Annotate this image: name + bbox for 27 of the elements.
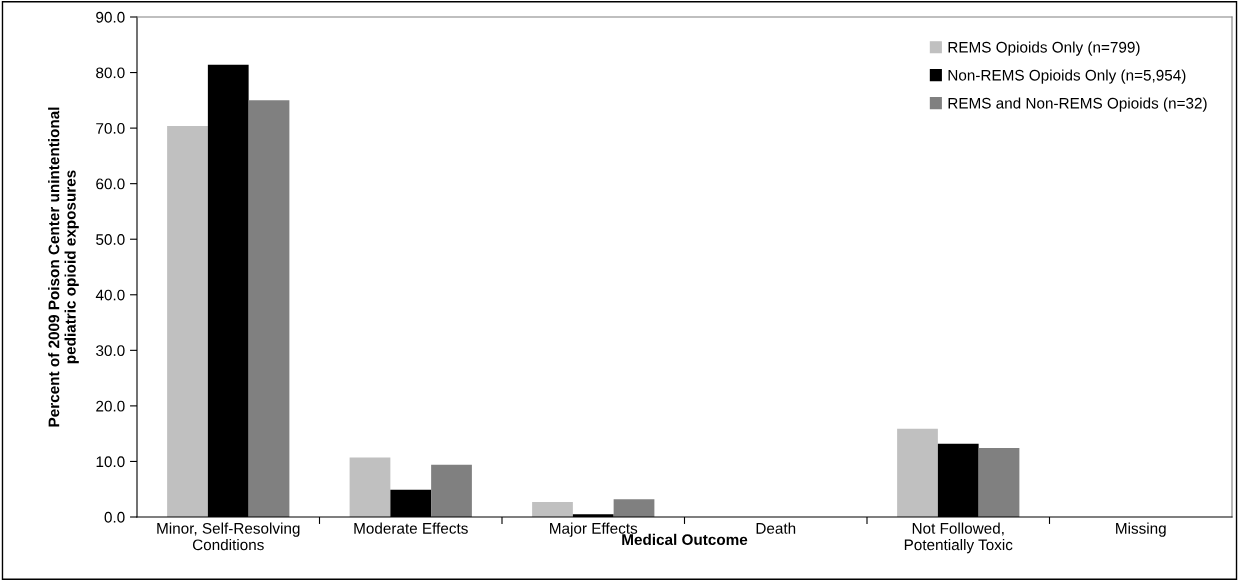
y-tick-label: 30.0	[96, 345, 125, 357]
x-tick-label: Death	[756, 522, 796, 534]
y-tick-label: 40.0	[95, 289, 125, 301]
legend-label: REMS and Non-REMS Opioids (n=32)	[948, 97, 1207, 112]
y-tick-label: 90.0	[96, 11, 125, 23]
y-tick-label: 80.0	[96, 67, 125, 79]
bar	[431, 464, 472, 517]
y-tick-label: 70.0	[96, 122, 125, 134]
bar	[978, 448, 1020, 517]
bar	[248, 100, 290, 517]
x-tick-label: Missing	[1116, 522, 1166, 537]
bar	[532, 502, 573, 517]
y-tick-label: 0.0	[104, 511, 125, 523]
y-tick-label: 20.0	[96, 400, 125, 412]
x-tick-label: Moderate Effects	[354, 522, 468, 534]
y-axis-title: Percent of 2009 Poison Center unintentional pediatric opioid exposures	[48, 107, 79, 427]
legend-label: Non-REMS Opioids Only (n=5,954)	[948, 69, 1186, 84]
legend-label: REMS Opioids Only (n=799)	[948, 41, 1140, 56]
y-tick-label: 60.0	[96, 178, 125, 190]
x-tick-label: Minor, Self-Resolving Conditions	[157, 522, 300, 551]
bar	[897, 428, 938, 517]
bar	[349, 457, 391, 517]
y-tick-label: 50.0	[96, 234, 125, 245]
bar	[167, 125, 208, 517]
bar	[613, 499, 655, 517]
y-tick-label: 10.0	[96, 456, 125, 468]
x-tick-label: Not Followed, Potentially Toxic	[904, 522, 1013, 554]
